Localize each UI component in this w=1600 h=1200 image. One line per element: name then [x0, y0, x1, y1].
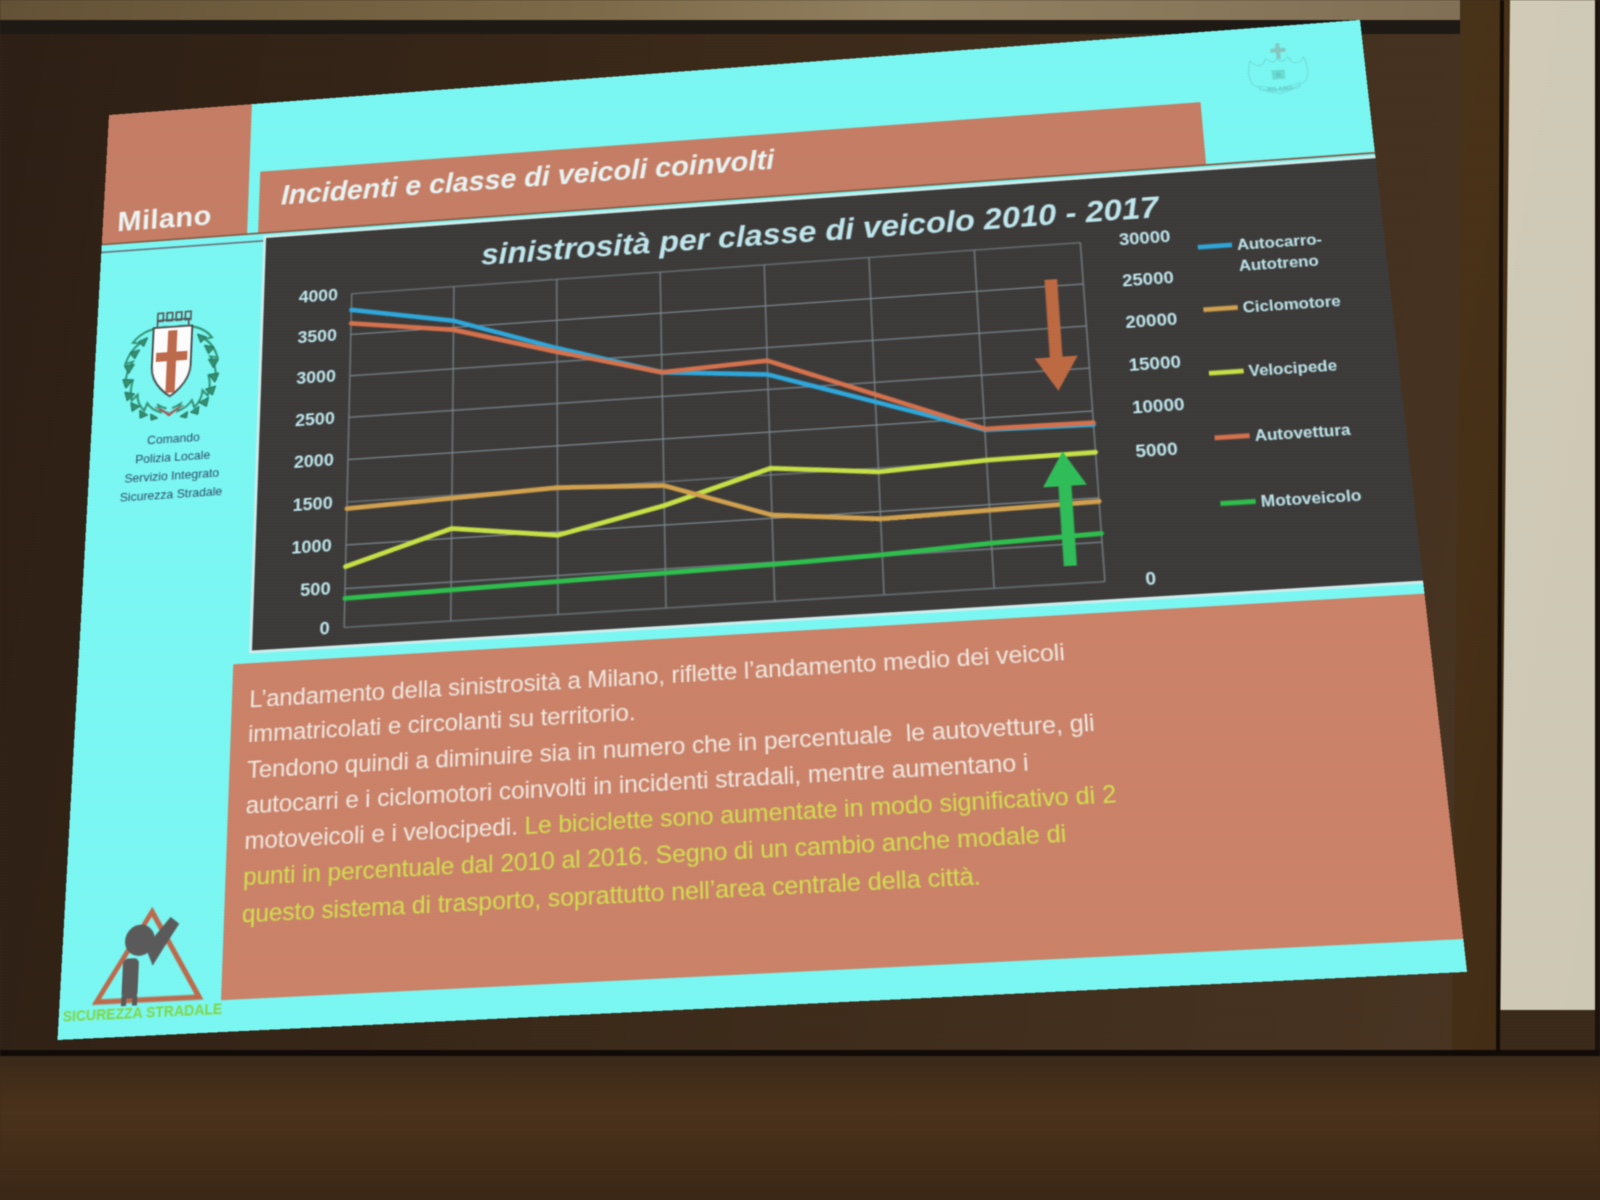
svg-text:4000: 4000 — [299, 286, 339, 307]
svg-text:Autovettura: Autovettura — [1254, 421, 1353, 445]
svg-text:10000: 10000 — [1131, 395, 1185, 418]
svg-text:Ciclomotore: Ciclomotore — [1242, 293, 1342, 317]
svg-text:R: R — [1276, 72, 1282, 80]
svg-text:20000: 20000 — [1125, 309, 1178, 332]
svg-text:MILANO: MILANO — [1267, 85, 1293, 93]
svg-text:15000: 15000 — [1128, 352, 1182, 375]
svg-text:1000: 1000 — [291, 536, 332, 558]
svg-text:0: 0 — [1145, 568, 1157, 589]
svg-text:0: 0 — [319, 618, 330, 639]
svg-text:Motoveicolo: Motoveicolo — [1260, 487, 1362, 511]
svg-text:Velocipede: Velocipede — [1248, 357, 1338, 380]
svg-text:500: 500 — [300, 579, 331, 601]
svg-text:Autocarro-: Autocarro- — [1236, 231, 1323, 254]
svg-text:3000: 3000 — [296, 367, 336, 389]
svg-text:2500: 2500 — [295, 409, 335, 431]
svg-text:25000: 25000 — [1122, 268, 1175, 291]
svg-text:5000: 5000 — [1135, 439, 1179, 462]
svg-text:30000: 30000 — [1118, 227, 1171, 250]
svg-text:3500: 3500 — [297, 326, 337, 348]
svg-text:2000: 2000 — [294, 450, 334, 472]
svg-text:1500: 1500 — [292, 493, 333, 515]
svg-text:Autotreno: Autotreno — [1238, 253, 1319, 276]
